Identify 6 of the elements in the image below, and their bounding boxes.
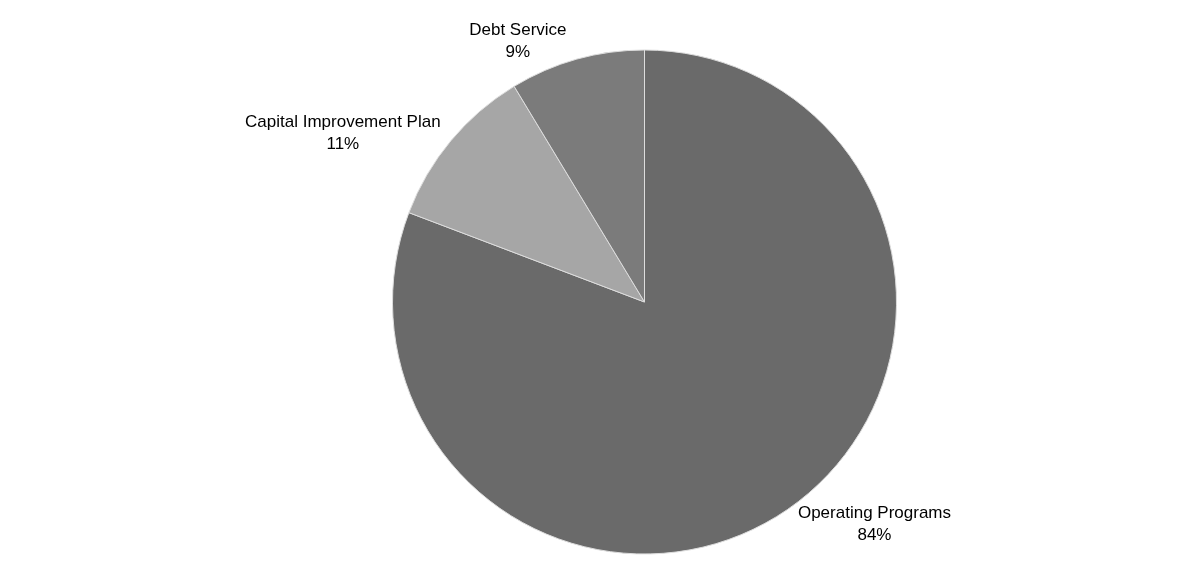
slice-label: Capital Improvement Plan [245,111,441,131]
slice-label: Debt Service [469,19,567,39]
data-label: 84% [857,524,892,544]
data-label: 9% [505,41,531,61]
slice-label: Operating Programs [797,502,952,522]
data-label: 11% [326,133,360,153]
